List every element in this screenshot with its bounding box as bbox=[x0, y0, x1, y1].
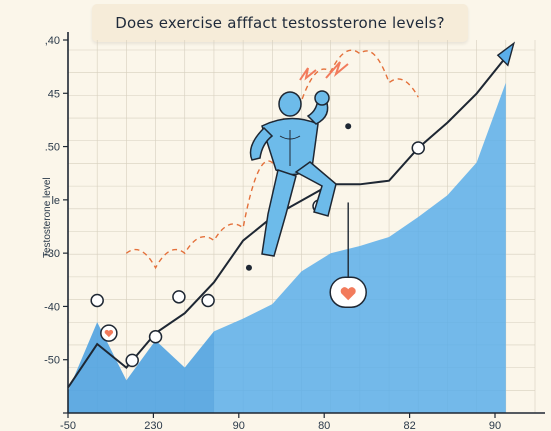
point-marker bbox=[125, 353, 139, 368]
figure-leg-left bbox=[261, 169, 297, 257]
figure-chest-line bbox=[279, 135, 301, 140]
arrow-head bbox=[496, 41, 516, 67]
y-tick-label: 45 bbox=[48, 88, 60, 100]
x-tick-label: 90 bbox=[233, 420, 245, 431]
y-tick-label: le bbox=[51, 195, 60, 207]
y-tick-label: -50 bbox=[44, 355, 60, 367]
point-marker bbox=[148, 330, 163, 344]
y-tick-label: .50 bbox=[45, 142, 60, 154]
y-tick-label: ,40 bbox=[45, 35, 60, 47]
lightning-spark-icon bbox=[299, 61, 349, 81]
y-axis-label: Testosterone level bbox=[42, 177, 53, 258]
point-marker bbox=[345, 123, 352, 130]
x-tick-label: 230 bbox=[144, 420, 162, 431]
area-series bbox=[68, 82, 506, 414]
area-shading bbox=[68, 322, 214, 413]
heart-pin bbox=[329, 202, 367, 308]
point-marker bbox=[201, 293, 215, 308]
figure-leg-right bbox=[294, 161, 337, 217]
figure-head bbox=[278, 91, 302, 117]
y-tick-label: -30 bbox=[44, 248, 60, 260]
dashed-trend-path bbox=[125, 49, 419, 270]
flexing-athlete-icon bbox=[249, 90, 337, 257]
point-marker bbox=[90, 293, 104, 308]
x-tick-label: -50 bbox=[60, 420, 76, 431]
figure-arm-low bbox=[249, 126, 274, 161]
heart-icon bbox=[104, 329, 114, 338]
heart-icon bbox=[340, 287, 356, 301]
x-tick-label: 80 bbox=[318, 420, 330, 431]
trend-arrow-icon bbox=[496, 41, 516, 67]
point-marker bbox=[245, 264, 252, 271]
y-axis-ticks: ,40 45 .50 le -30 -40 -50 bbox=[44, 35, 68, 414]
chart-axes bbox=[67, 32, 545, 414]
x-tick-label: 90 bbox=[489, 420, 501, 431]
chart-title-box: Does exercise afffact testossterone leve… bbox=[92, 4, 468, 42]
x-axis-ticks: -50 230 90 80 82 90 bbox=[60, 413, 501, 431]
spark-bolt bbox=[299, 67, 317, 81]
x-tick-label: 82 bbox=[403, 420, 415, 431]
figure-fist bbox=[314, 90, 330, 106]
chart-title: Does exercise afffact testossterone leve… bbox=[115, 14, 445, 32]
point-marker bbox=[172, 290, 186, 304]
point-marker bbox=[411, 141, 425, 155]
y-tick-label: -40 bbox=[44, 301, 60, 313]
spark-bolt bbox=[325, 61, 349, 79]
